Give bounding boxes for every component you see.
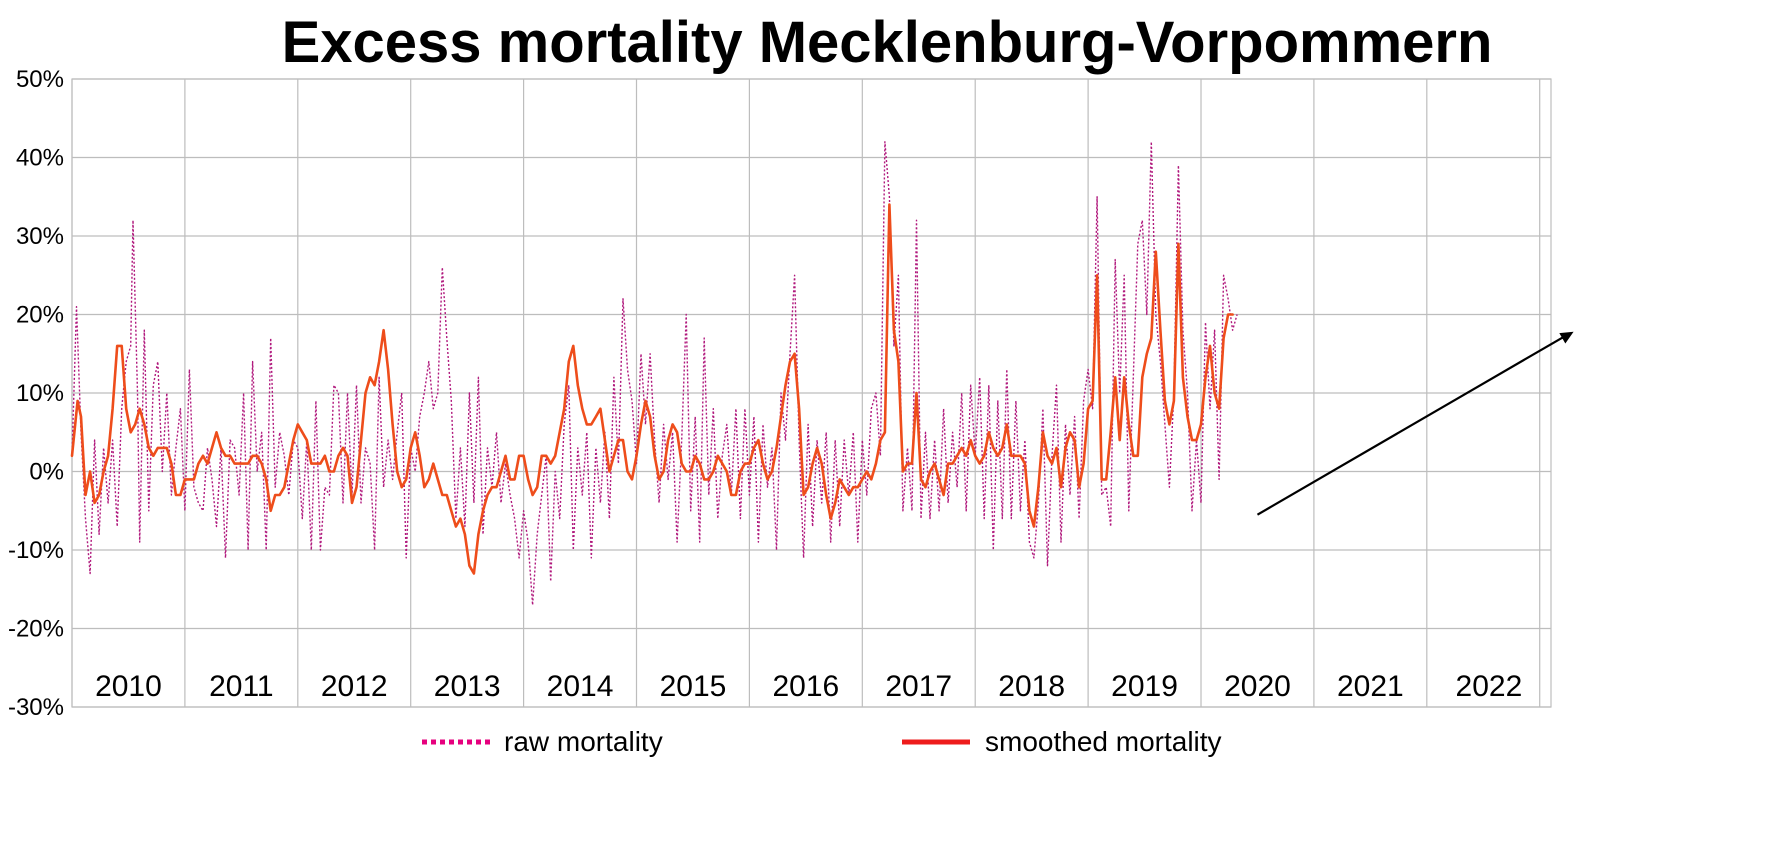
y-tick-label: -10% [8, 537, 64, 564]
chart-title: Excess mortality Mecklenburg-Vorpommern [282, 10, 1493, 75]
legend-label-raw: raw mortality [504, 726, 663, 757]
series-line-raw-mortality [71, 141, 1238, 606]
y-axis-ticks: 50% 40% 30% 20% 10% 0% -10% -20% -30% [8, 66, 64, 721]
y-tick-label: 0% [29, 459, 64, 486]
year-label: 2010 [95, 670, 162, 703]
y-tick-label: -30% [8, 694, 64, 721]
y-tick-label: -20% [8, 616, 64, 643]
year-label: 2017 [885, 670, 952, 703]
plot-frame [71, 78, 1552, 708]
year-label: 2022 [1456, 670, 1523, 703]
year-label: 2018 [998, 670, 1065, 703]
y-tick-label: 50% [16, 66, 64, 93]
grid-lines [71, 78, 1552, 708]
trend-arrow-head [1559, 331, 1574, 344]
legend-label-smoothed: smoothed mortality [985, 726, 1222, 757]
year-labels: 2010 2011 2012 2013 2014 2015 2016 2017 2018 2019… [95, 670, 1522, 703]
year-label: 2011 [209, 670, 274, 703]
year-label: 2014 [547, 670, 614, 703]
year-label: 2021 [1337, 670, 1404, 703]
y-tick-label: 40% [16, 145, 64, 172]
year-label: 2013 [434, 670, 501, 703]
plot-area [70, 141, 1574, 606]
year-label: 2016 [772, 670, 839, 703]
year-label: 2012 [321, 670, 388, 703]
y-tick-label: 30% [16, 223, 64, 250]
year-label: 2019 [1111, 670, 1178, 703]
y-tick-label: 20% [16, 302, 64, 329]
y-tick-label: 10% [16, 380, 64, 407]
year-label: 2020 [1224, 670, 1291, 703]
series-line-smoothed-mortality [70, 203, 1234, 575]
legend: raw mortality smoothed mortality [422, 726, 1222, 757]
trend-arrow-line [1256, 334, 1567, 516]
year-label: 2015 [660, 670, 727, 703]
